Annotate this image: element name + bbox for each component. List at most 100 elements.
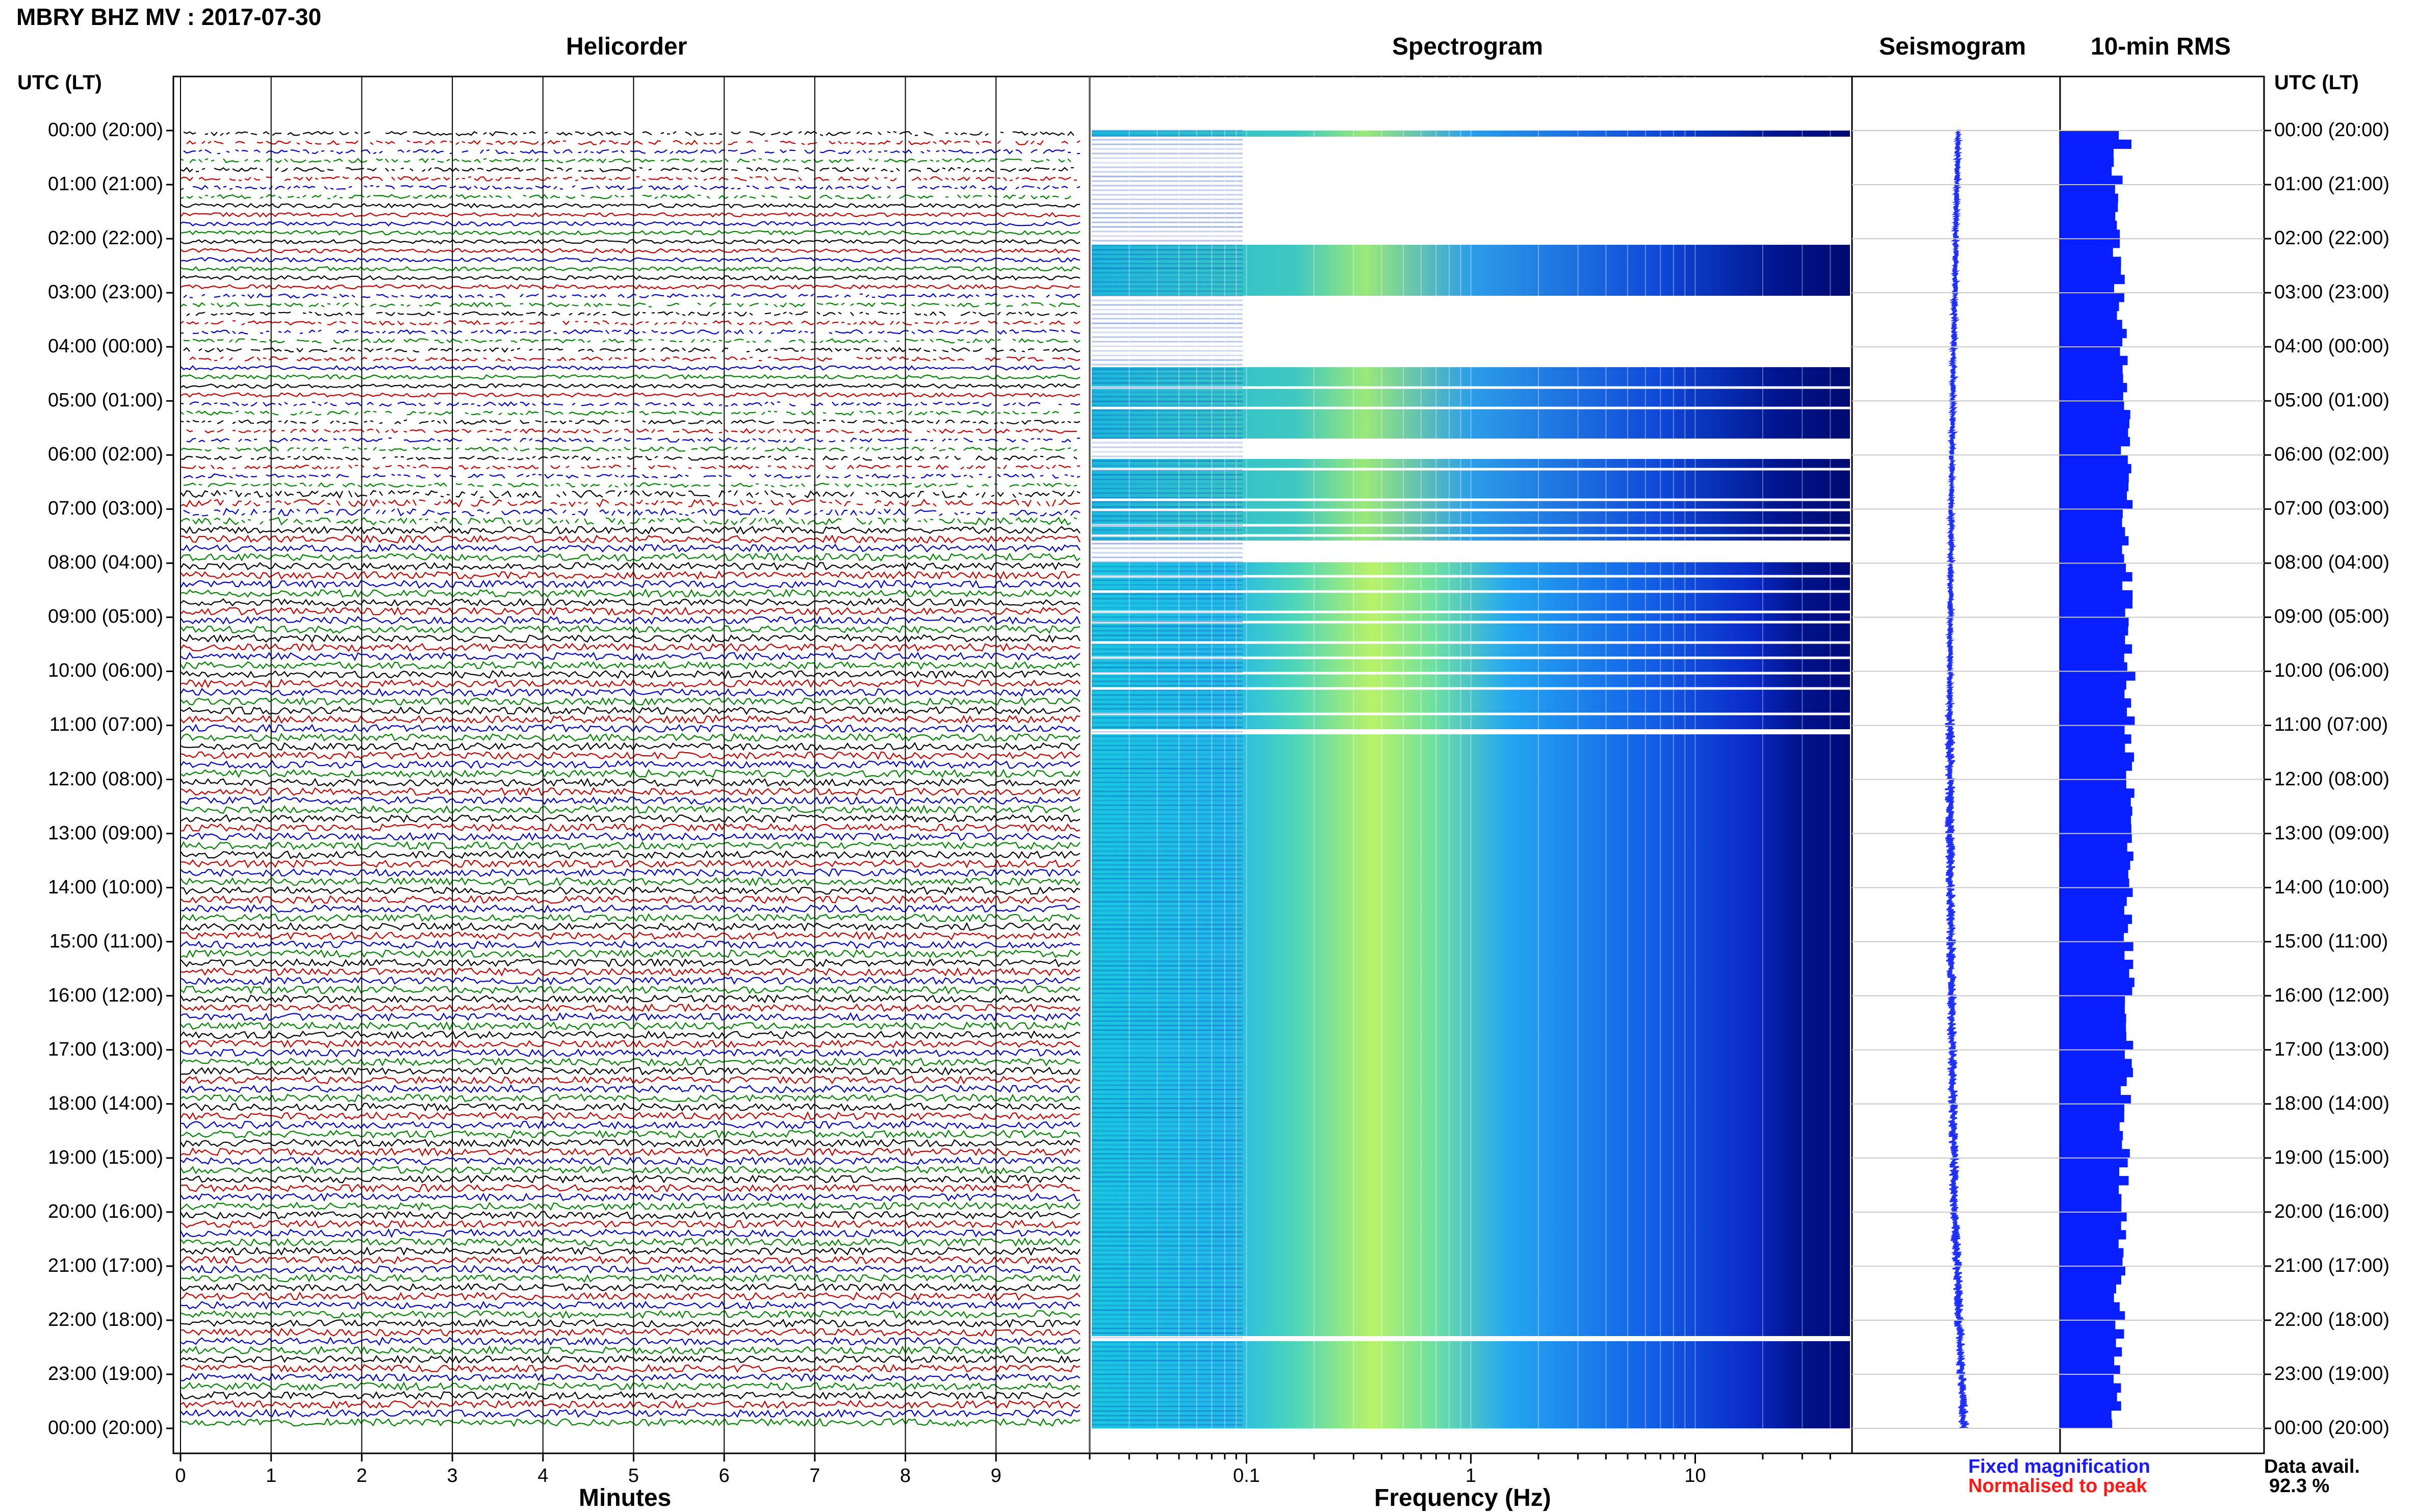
frequency-tick-label: 0.1 bbox=[1233, 1465, 1260, 1487]
rms-bar bbox=[2060, 437, 2130, 447]
helicorder-trace bbox=[180, 706, 1081, 715]
rms-bar bbox=[2060, 1122, 2120, 1132]
rms-bar bbox=[2060, 788, 2135, 798]
rms-bar bbox=[2060, 347, 2120, 356]
rms-bar bbox=[2060, 1167, 2120, 1176]
helicorder-trace bbox=[180, 266, 1081, 272]
rms-bar bbox=[2060, 212, 2116, 221]
time-tick-left: 21:00 (17:00) bbox=[47, 1254, 163, 1276]
helicorder-trace bbox=[180, 329, 1081, 335]
time-tick-right: 14:00 (10:00) bbox=[2274, 876, 2390, 898]
helicorder-trace bbox=[180, 651, 1081, 661]
helicorder-trace bbox=[180, 670, 1081, 679]
time-tick-left: 03:00 (23:00) bbox=[47, 281, 163, 303]
helicorder-trace bbox=[181, 456, 1080, 460]
time-tick-right: 04:00 (00:00) bbox=[2274, 336, 2390, 357]
rms-bar bbox=[2060, 1257, 2123, 1267]
helicorder-trace bbox=[180, 741, 1081, 751]
time-tick-left: 06:00 (02:00) bbox=[47, 444, 163, 466]
rms-bar bbox=[2060, 824, 2131, 834]
spectrogram-band bbox=[1092, 734, 1850, 1336]
rms-bar bbox=[2060, 1113, 2124, 1122]
minutes-axis-label: Minutes bbox=[579, 1484, 672, 1511]
time-tick-right: 02:00 (22:00) bbox=[2274, 227, 2390, 249]
rms-bar bbox=[2060, 960, 2133, 969]
helicorder-trace bbox=[180, 714, 1081, 724]
minute-tick-label: 9 bbox=[991, 1465, 1001, 1487]
rms-bar bbox=[2060, 1212, 2127, 1222]
time-tick-left: 09:00 (05:00) bbox=[47, 606, 163, 628]
rms-bar bbox=[2060, 770, 2126, 780]
helicorder-trace bbox=[183, 473, 1081, 479]
rms-bar bbox=[2060, 626, 2128, 636]
rms-bar bbox=[2060, 1095, 2131, 1105]
rms-bar bbox=[2060, 1158, 2128, 1168]
frequency-tick-label: 1 bbox=[1465, 1465, 1476, 1487]
rms-bar bbox=[2060, 1365, 2120, 1375]
helicorder-trace bbox=[180, 320, 1081, 326]
helicorder-trace bbox=[180, 751, 1081, 760]
time-tick-left: 17:00 (13:00) bbox=[47, 1038, 163, 1060]
rms-bar bbox=[2060, 608, 2125, 618]
helicorder-trace bbox=[180, 1003, 1081, 1013]
helicorder-trace bbox=[180, 383, 1081, 389]
helicorder-trace bbox=[180, 1210, 1081, 1220]
helicorder-trace bbox=[180, 850, 1081, 859]
rms-bar bbox=[2060, 545, 2122, 555]
helicorder-trace bbox=[180, 1129, 1081, 1139]
time-tick-right: 13:00 (09:00) bbox=[2274, 822, 2390, 844]
rms-bar bbox=[2060, 581, 2123, 591]
helicorder-trace bbox=[180, 1219, 1081, 1229]
helicorder-trace bbox=[180, 1418, 1081, 1427]
rms-bar bbox=[2060, 1221, 2121, 1231]
helicorder-trace bbox=[180, 419, 1081, 425]
helicorder-trace bbox=[183, 347, 1081, 353]
helicorder-trace bbox=[184, 132, 1080, 136]
helicorder-trace bbox=[180, 759, 1081, 770]
time-tick-right: 17:00 (13:00) bbox=[2274, 1038, 2390, 1060]
helicorder-trace bbox=[180, 498, 1081, 508]
rms-bar bbox=[2060, 1356, 2115, 1366]
helicorder-trace bbox=[180, 1327, 1081, 1337]
helicorder-trace bbox=[180, 913, 1081, 922]
rms-bar bbox=[2060, 635, 2125, 645]
helicorder-trace bbox=[180, 464, 1081, 470]
helicorder-trace bbox=[180, 1246, 1081, 1256]
rms-bar bbox=[2060, 473, 2129, 482]
helicorder-trace bbox=[180, 949, 1081, 959]
helicorder-trace bbox=[180, 202, 1081, 209]
rms-bar bbox=[2060, 806, 2132, 816]
rms-bar bbox=[2060, 175, 2123, 185]
spectrogram-band bbox=[1092, 1341, 1850, 1428]
helicorder-trace bbox=[180, 1075, 1081, 1085]
rms-bar bbox=[2060, 166, 2112, 176]
time-tick-right: 12:00 (08:00) bbox=[2274, 768, 2390, 790]
rms-bar bbox=[2060, 752, 2134, 762]
helicorder-trace bbox=[180, 1300, 1081, 1310]
rms-bar bbox=[2060, 725, 2125, 735]
helicorder-trace bbox=[180, 1255, 1081, 1265]
rms-bar bbox=[2060, 1293, 2114, 1303]
helicorder-trace bbox=[180, 257, 1081, 263]
helicorder-trace bbox=[180, 401, 1081, 407]
rms-bar bbox=[2060, 193, 2118, 203]
helicorder-trace bbox=[180, 1201, 1081, 1211]
rms-bar bbox=[2060, 464, 2131, 474]
helicorder-trace bbox=[180, 410, 1081, 416]
time-tick-right: 11:00 (07:00) bbox=[2274, 714, 2388, 736]
helicorder-trace bbox=[180, 787, 1081, 797]
helicorder-trace bbox=[183, 149, 1081, 155]
rms-bar bbox=[2060, 653, 2124, 663]
helicorder-trace bbox=[180, 1120, 1081, 1130]
helicorder-trace bbox=[180, 1264, 1081, 1274]
helicorder-trace bbox=[180, 643, 1081, 652]
time-tick-left: 00:00 (20:00) bbox=[47, 1417, 163, 1439]
helicorder-trace bbox=[180, 1021, 1081, 1031]
frequency-axis-label: Frequency (Hz) bbox=[1374, 1484, 1551, 1511]
rms-bar bbox=[2060, 1005, 2125, 1014]
rms-bar bbox=[2060, 1320, 2116, 1330]
helicorder-trace bbox=[180, 895, 1081, 905]
time-tick-right: 00:00 (20:00) bbox=[2274, 119, 2390, 141]
rms-bar bbox=[2060, 455, 2128, 465]
